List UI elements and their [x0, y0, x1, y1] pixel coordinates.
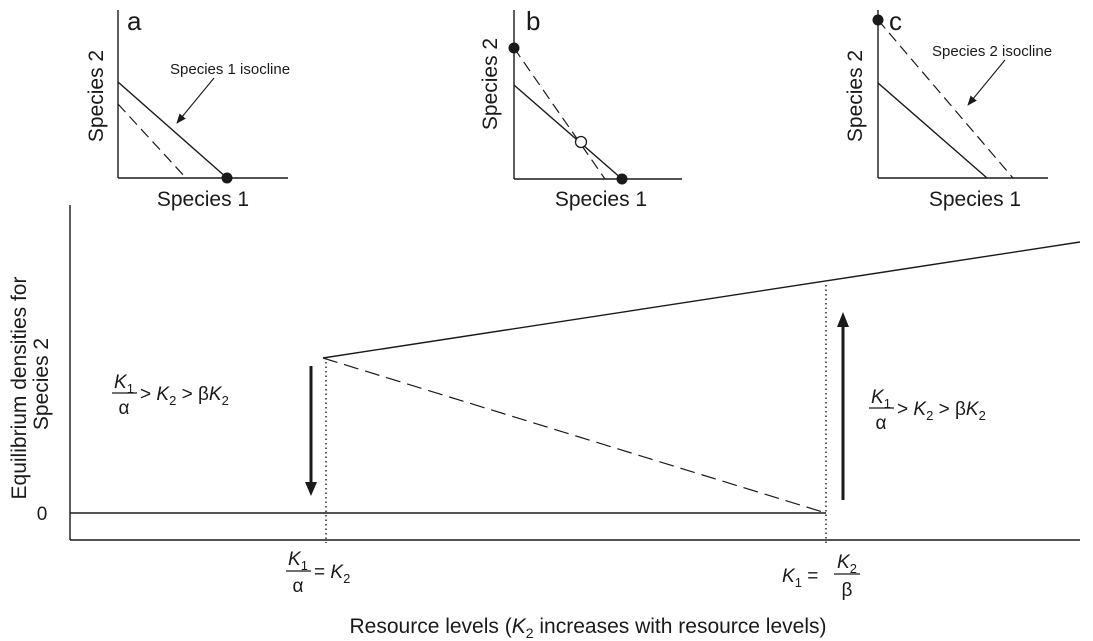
condition-right: K1 α > K2 > βK2 [869, 387, 986, 434]
panel-c-annotation: Species 2 isocline [932, 43, 1052, 60]
threshold-left-rhs: = K2 [314, 562, 350, 586]
panel-a-species2-isocline [117, 103, 187, 179]
panel-a-annotation: Species 1 isocline [170, 61, 290, 78]
condition-right-inequality: > K2 > βK2 [897, 399, 986, 423]
up-arrow-head [837, 312, 849, 327]
panel-c-annotation-arrow [967, 59, 1006, 106]
threshold-right-numerator: K2 [837, 552, 857, 576]
panel-c-ylabel: Species 2 [844, 50, 867, 142]
unstable-equilibrium-dashed-line [322, 357, 827, 514]
panel-c-species2-isocline [877, 19, 1014, 179]
panel-b-unstable-equilibrium-point [574, 135, 588, 149]
panel-a-stable-equilibrium-point [221, 172, 233, 184]
condition-right-denominator: α [876, 413, 887, 434]
zero-tick-label: 0 [37, 504, 48, 525]
down-arrow-head [305, 482, 317, 496]
condition-right-numerator: K1 [871, 387, 891, 411]
main-ylabel-line2: Species 2 [30, 338, 53, 430]
panel-b-stable-equilibrium-point-top [508, 42, 520, 54]
panel-c-letter: c [889, 6, 902, 36]
threshold-left-label: K1 α = K2 [286, 549, 350, 597]
threshold-left-numerator: K1 [288, 549, 308, 573]
panel-a-annotation-arrow [176, 77, 215, 124]
panel-b-stable-equilibrium-point-right [616, 173, 628, 185]
panel-a-species1-isocline [117, 81, 228, 179]
panel-c-xlabel: Species 1 [929, 188, 1021, 211]
panel-b-species1-isocline [513, 84, 623, 180]
threshold-right-label: K1 = K2 β [782, 552, 860, 601]
condition-left-inequality: > K2 > βK2 [140, 384, 229, 408]
condition-left-denominator: α [119, 398, 130, 419]
condition-left-numerator: K1 [114, 372, 134, 396]
main-ylabel-line1: Equilibrium densities for [8, 277, 31, 500]
main-plot: 0 Equilibrium densities for Species 2 Re… [8, 205, 1081, 641]
panel-a-letter: a [127, 6, 142, 36]
panel-a: a Species 1 isocline Species 2 Species 1 [85, 6, 290, 211]
panel-a-xlabel: Species 1 [157, 188, 249, 211]
threshold-right-lhs: K1 = [782, 566, 818, 590]
panel-b-xlabel: Species 1 [555, 188, 647, 211]
threshold-left-denominator: α [293, 576, 304, 597]
panel-b-letter: b [526, 6, 540, 36]
panel-a-ylabel: Species 2 [85, 50, 108, 142]
panel-b-ylabel: Species 2 [479, 38, 502, 130]
panel-b-species2-isocline [513, 47, 606, 180]
threshold-right-denominator: β [842, 580, 853, 601]
condition-left: K1 α > K2 > βK2 [112, 372, 229, 419]
panel-c-species1-isocline [877, 82, 988, 179]
panel-b: b Species 2 Species 1 [479, 6, 682, 211]
main-xlabel: Resource levels (K2 increases with resou… [350, 615, 827, 641]
panel-c-stable-equilibrium-point [872, 14, 884, 26]
panel-c: c Species 2 isocline Species 2 Species 1 [844, 6, 1052, 211]
species2-equilibrium-line [322, 241, 1081, 359]
